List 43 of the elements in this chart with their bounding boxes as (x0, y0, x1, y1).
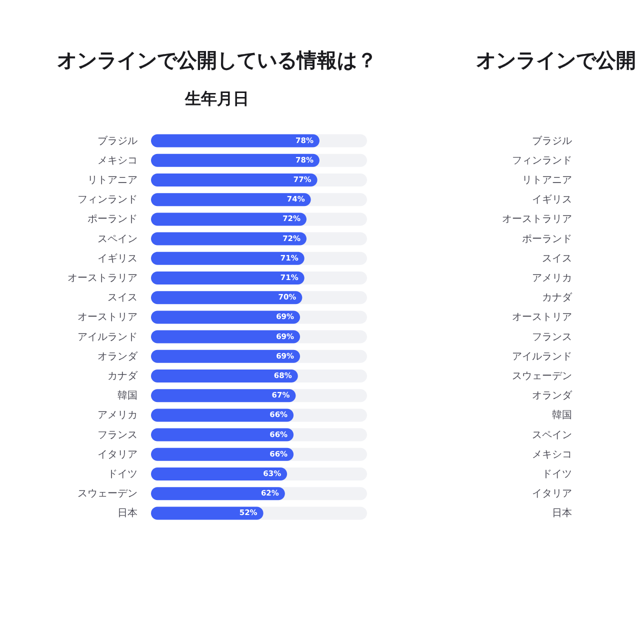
y-tick-label: フランス (98, 430, 138, 441)
y-tick-label: オランダ (98, 350, 138, 362)
y-tick-label: 韓国 (118, 390, 138, 402)
category-label: 日本 (552, 507, 572, 520)
y-tick-label: カナダ (108, 370, 138, 382)
text: オンラインで公開 (476, 48, 636, 72)
category-label: ブラジル (532, 134, 572, 147)
category-label: アメリカ (532, 273, 572, 284)
category-label: アイルランド (512, 351, 572, 362)
category-label: イタリア (532, 488, 572, 500)
y-tick-label: 日本 (118, 507, 138, 520)
category-label: フィンランド (512, 155, 572, 166)
category-label: ポーランド (522, 234, 572, 245)
y-tick-label: オーストラリア (68, 273, 138, 284)
category-label: スウェーデン (512, 371, 572, 382)
category-label: カナダ (542, 292, 573, 304)
category-label: オーストリア (512, 312, 572, 324)
y-tick-label: アメリカ (98, 410, 138, 422)
y-tick-label: ドイツ (108, 469, 138, 480)
category-label: フランス (532, 332, 572, 343)
category-label: リトアニア (522, 175, 572, 186)
category-label: オーストラリア (502, 214, 572, 226)
category-label: スイス (542, 253, 572, 264)
y-tick-label: リトアニア (88, 175, 138, 186)
category-label: スペイン (532, 430, 572, 441)
y-tick-label: メキシコ (98, 155, 138, 166)
y-tick-label: スウェーデン (78, 488, 138, 500)
category-label: オランダ (532, 390, 573, 402)
category-label: メキシコ (532, 449, 572, 460)
category-label: イギリス (532, 194, 572, 206)
y-tick-label: イギリス (98, 252, 138, 264)
y-tick-label: イタリア (98, 449, 138, 460)
y-tick-label: フィンランド (78, 194, 138, 206)
category-label: ドイツ (542, 469, 572, 480)
category-label: 韓国 (552, 409, 572, 422)
y-tick-label: ポーランド (88, 214, 138, 226)
y-tick-label: オーストリア (78, 312, 138, 324)
y-tick-label: アイルランド (78, 332, 138, 343)
y-tick-label: スイス (108, 292, 138, 304)
chart-subtitle: 生年月日 (184, 89, 249, 108)
y-tick-label: スペイン (98, 234, 138, 245)
y-tick-label: ブラジル (98, 134, 138, 147)
chart-title: オンラインで公開している情報は？ (57, 48, 377, 72)
